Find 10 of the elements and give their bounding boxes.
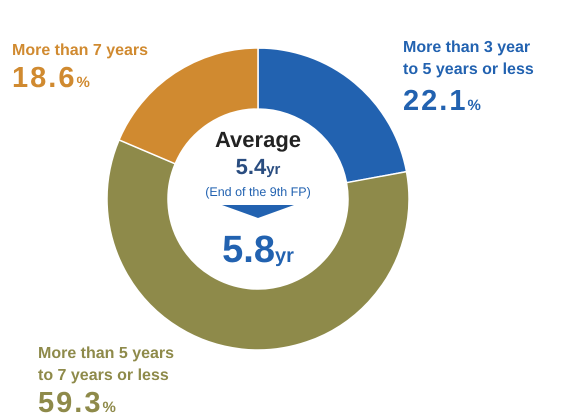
slice-label: More than 7 years — [12, 42, 148, 59]
slice-label: More than 5 years to 7 years or less — [38, 345, 174, 384]
slice-label: More than 3 year to 5 years or less — [403, 39, 534, 78]
data-label: 22.1% — [403, 85, 481, 117]
data-label: 59.3% — [38, 387, 116, 418]
text: Average — [214, 127, 302, 152]
text: (End of the 9th FP) — [205, 185, 311, 199]
data-label: 18.6% — [12, 62, 90, 94]
text: 5.4yr — [236, 154, 281, 179]
text: 5.8yr — [222, 229, 294, 271]
